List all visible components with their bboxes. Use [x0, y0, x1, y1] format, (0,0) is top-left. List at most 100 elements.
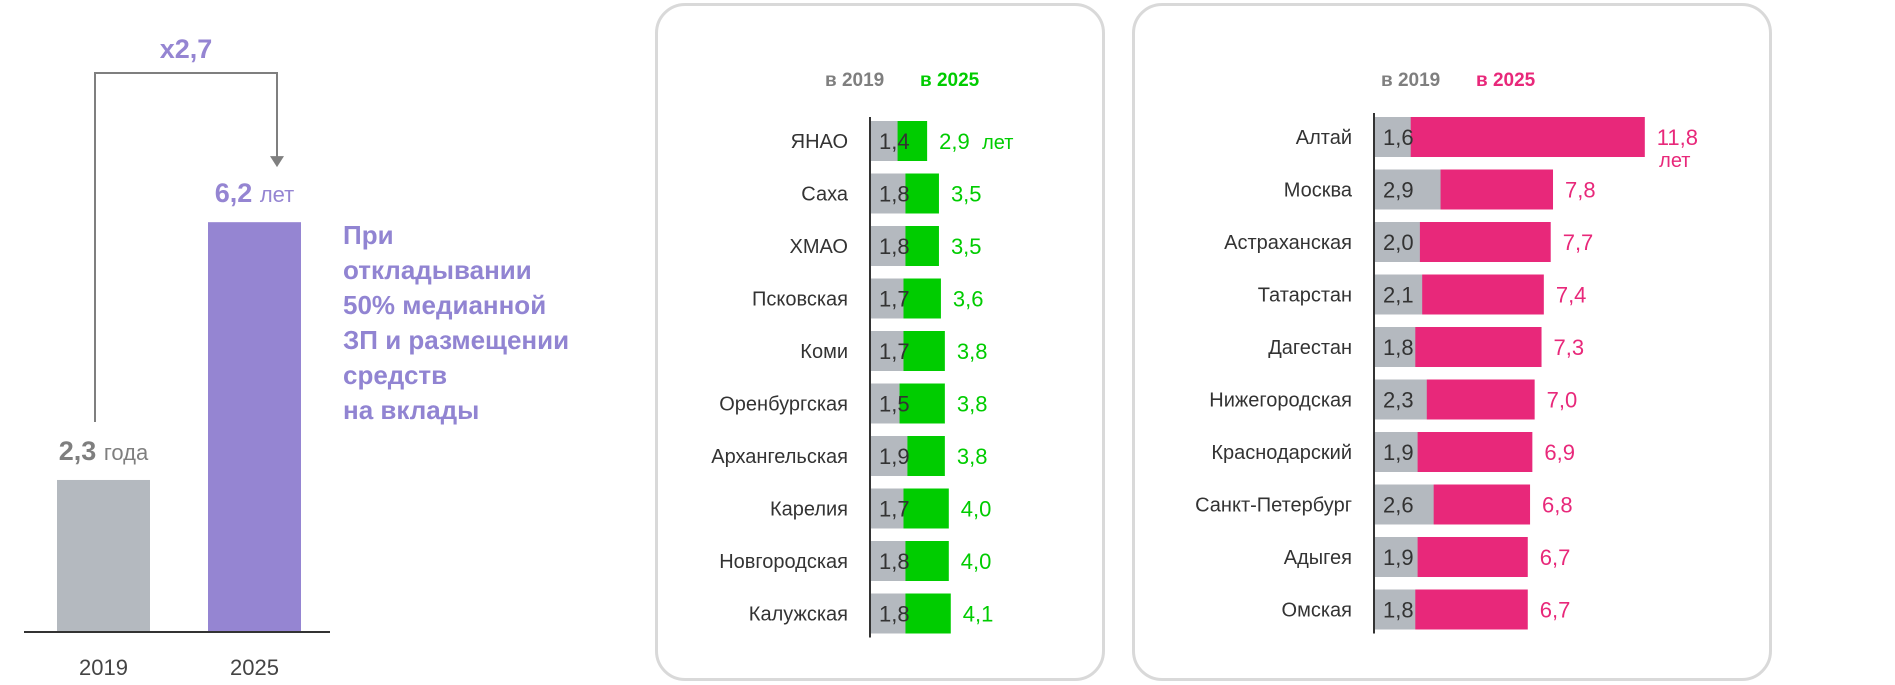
pink-label-2025-3: 7,4 — [1556, 283, 1587, 308]
pink-category-9: Омская — [1282, 600, 1352, 622]
green-category-6: Архангельская — [711, 446, 848, 468]
green-category-7: Карелия — [770, 499, 848, 521]
pink-label-2025-0: 11,8 — [1657, 125, 1698, 150]
green-category-0: ЯНАО — [791, 131, 848, 153]
value-label-2025: 6,2 лет — [215, 178, 294, 208]
pink-bar-2019-8 — [1374, 537, 1418, 577]
pink-label-2019-6: 1,9 — [1383, 440, 1414, 465]
pink-label-2019-4: 1,8 — [1383, 335, 1414, 360]
green-bar-2019-3 — [870, 278, 904, 319]
pink-category-1: Москва — [1284, 180, 1353, 202]
pink-label-2025-5: 7,0 — [1547, 388, 1578, 413]
green-bar-2019-6 — [870, 436, 908, 476]
pink-label-2019-0: 1,6 — [1383, 125, 1414, 150]
pink-bar-2019-1 — [1374, 169, 1441, 210]
green-label-2019-6: 1,9 — [879, 444, 910, 469]
pink-bar-2019-0 — [1374, 117, 1411, 157]
green-category-4: Коми — [800, 341, 848, 363]
pink-label-2019-7: 2,6 — [1383, 493, 1414, 518]
green-category-2: ХМАО — [790, 236, 848, 258]
pink-category-7: Санкт-Петербург — [1195, 495, 1352, 517]
green-label-2025-0: 2,9 — [939, 129, 970, 154]
pink-label-2019-3: 2,1 — [1383, 283, 1414, 308]
pink-label-2019-5: 2,3 — [1383, 388, 1414, 413]
pink-bar-2019-6 — [1374, 432, 1418, 472]
savings-note: При откладывании 50% медианной ЗП и разм… — [343, 218, 643, 428]
note-line-5: средств — [343, 360, 448, 390]
pink-category-6: Краснодарский — [1211, 442, 1352, 464]
pink-bar-2019-5 — [1374, 379, 1427, 420]
pink-bar-2025-0 — [1374, 117, 1645, 157]
green-label-2025-7: 4,0 — [961, 497, 992, 522]
pink-label-2025-6: 6,9 — [1544, 440, 1575, 465]
pink-label-2025-8: 6,7 — [1540, 545, 1571, 570]
note-line-2: откладывании — [343, 255, 532, 285]
green-label-2019-1: 1,8 — [879, 182, 910, 207]
pink-bar-2019-2 — [1374, 222, 1420, 262]
green-label-2019-2: 1,8 — [879, 234, 910, 259]
pink-label-2025-1: 7,8 — [1565, 178, 1596, 203]
green-label-2025-5: 3,8 — [957, 392, 988, 417]
green-category-8: Новгородская — [719, 551, 848, 573]
pink-label-2019-9: 1,8 — [1383, 598, 1414, 623]
green-bar-2019-2 — [870, 226, 906, 266]
pink-label-2025-4: 7,3 — [1554, 335, 1585, 360]
multiplier-label: x2,7 — [160, 34, 213, 64]
green-label-2025-9: 4,1 — [963, 602, 994, 627]
growth-bracket — [94, 72, 278, 422]
pink-legend-2025: в 2025 — [1476, 70, 1536, 91]
pink-category-8: Адыгея — [1284, 547, 1352, 569]
green-bar-2019-5 — [870, 383, 900, 424]
green-bar-2019-4 — [870, 331, 904, 371]
green-label-2025-3: 3,6 — [953, 287, 984, 312]
pink-label-2019-8: 1,9 — [1383, 545, 1414, 570]
growth-arrowhead — [270, 156, 284, 168]
green-label-2019-3: 1,7 — [879, 287, 910, 312]
pink-bar-2019-3 — [1374, 274, 1423, 315]
green-label-2019-4: 1,7 — [879, 339, 910, 364]
green-label-2019-8: 1,8 — [879, 549, 910, 574]
pink-bar-2019-9 — [1374, 589, 1416, 630]
green-bar-2019-0 — [870, 121, 898, 161]
x-tick-2019: 2019 — [79, 655, 128, 680]
green-bar-2019-9 — [870, 593, 906, 634]
bar-2019 — [57, 479, 150, 632]
green-label-2025-4: 3,8 — [957, 339, 988, 364]
note-line-1: При — [343, 220, 394, 250]
pink-bar-2019-4 — [1374, 327, 1416, 367]
pink-category-2: Астраханская — [1224, 232, 1352, 254]
green-category-9: Калужская — [749, 604, 848, 626]
bar-2025 — [208, 222, 301, 632]
pink-label-2025-9: 6,7 — [1540, 598, 1571, 623]
green-label-2025-2: 3,5 — [951, 234, 982, 259]
green-label-2019-9: 1,8 — [879, 602, 910, 627]
green-legend-2019: в 2019 — [825, 70, 884, 91]
value-label-2019: 2,3 года — [59, 436, 149, 466]
pink-label-2019-2: 2,0 — [1383, 230, 1414, 255]
pink-label-2025-7: 6,8 — [1542, 493, 1573, 518]
green-category-3: Псковская — [752, 289, 848, 311]
green-label-2025-6: 3,8 — [957, 444, 988, 469]
green-bar-2019-7 — [870, 488, 904, 529]
green-label-2019-5: 1,5 — [879, 392, 910, 417]
pink-category-4: Дагестан — [1268, 337, 1352, 359]
pink-category-3: Татарстан — [1258, 285, 1352, 307]
pink-category-0: Алтай — [1296, 127, 1352, 149]
pink-label-2025-2: 7,7 — [1563, 230, 1594, 255]
x-tick-2025: 2025 — [230, 655, 279, 680]
pink-category-5: Нижегородская — [1209, 390, 1352, 412]
pink-label-2019-1: 2,9 — [1383, 178, 1414, 203]
pink-bar-2019-7 — [1374, 484, 1434, 525]
green-bar-2019-1 — [870, 173, 906, 214]
green-bar-2019-8 — [870, 541, 906, 581]
green-legend-2025: в 2025 — [920, 70, 980, 91]
pink-legend-2019: в 2019 — [1381, 70, 1440, 91]
green-category-1: Саха — [801, 184, 849, 206]
green-label-2025-1: 3,5 — [951, 182, 982, 207]
green-label-2019-0: 1,4 — [879, 129, 910, 154]
pink-unit-label: лет — [1659, 150, 1690, 172]
note-line-3: 50% медианной — [343, 290, 547, 320]
note-line-6: на вклады — [343, 395, 480, 425]
green-unit-label: лет — [982, 132, 1013, 154]
